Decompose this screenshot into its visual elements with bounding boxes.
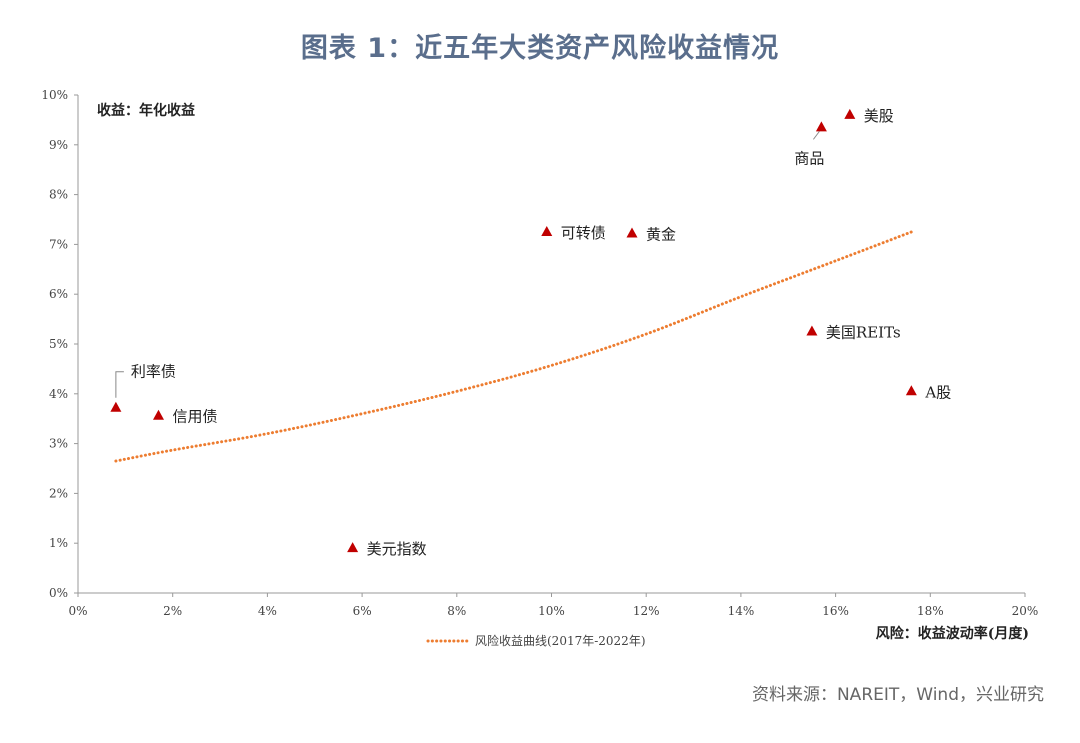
point-marker — [806, 325, 818, 336]
label-leader-line — [812, 131, 820, 140]
source-note: 资料来源：NAREIT，Wind，兴业研究 — [751, 685, 1044, 705]
point-label: 美股 — [864, 107, 894, 125]
x-tick-label: 8% — [447, 604, 466, 618]
chart-axes: 0% 1% 2% 3% 4% 5% 6% 7% 8% 9% 10% 0% 2% 4% 6% 8% 10% 12% 1… — [41, 88, 1038, 618]
y-tick-label: 3% — [49, 437, 68, 451]
x-tick-label: 14% — [728, 604, 755, 618]
chart-title: 图表 1：近五年大类资产风险收益情况 — [300, 33, 780, 64]
y-tick-label: 10% — [41, 88, 68, 102]
y-tick-label: 4% — [49, 387, 68, 401]
x-tick-label: 4% — [258, 604, 277, 618]
risk-return-curve — [114, 230, 913, 463]
asset-points-layer — [110, 108, 917, 553]
point-marker — [815, 121, 827, 132]
x-tick-label: 20% — [1012, 604, 1039, 618]
y-tick-label: 9% — [49, 138, 68, 152]
point-label: 美元指数 — [367, 540, 427, 558]
x-tick-label: 16% — [822, 604, 849, 618]
y-tick-label: 5% — [49, 337, 68, 351]
x-tick-label: 12% — [633, 604, 660, 618]
y-tick-label: 1% — [49, 536, 68, 550]
x-tick-label: 2% — [163, 604, 182, 618]
point-label: 美国REITs — [826, 324, 901, 342]
x-tick-label: 10% — [538, 604, 565, 618]
point-label: 可转债 — [561, 224, 606, 242]
point-marker — [905, 385, 917, 396]
x-tick-label: 18% — [917, 604, 944, 618]
label-leader-line — [115, 371, 124, 398]
y-tick-label: 2% — [49, 486, 68, 500]
risk-return-curve-layer — [114, 230, 913, 463]
point-marker — [626, 227, 638, 238]
point-label: A股 — [924, 383, 951, 401]
point-label: 黄金 — [646, 225, 676, 243]
x-axis-title: 风险：收益波动率(月度) — [876, 625, 1029, 642]
legend-label: 风险收益曲线(2017年-2022年) — [475, 633, 646, 648]
y-tick-label: 7% — [49, 237, 68, 251]
y-tick-label: 8% — [49, 188, 68, 202]
point-marker — [844, 108, 856, 119]
point-marker — [347, 542, 359, 553]
x-tick-label: 0% — [68, 604, 87, 618]
point-label: 商品 — [794, 149, 824, 167]
point-marker — [152, 409, 164, 420]
point-marker — [110, 401, 122, 412]
y-axis-title: 收益：年化收益 — [97, 102, 195, 119]
x-tick-label: 6% — [353, 604, 372, 618]
y-tick-label: 6% — [49, 287, 68, 301]
y-tick-label: 0% — [49, 586, 68, 600]
point-marker — [541, 225, 553, 236]
point-label: 信用债 — [172, 408, 217, 426]
point-label: 利率债 — [131, 363, 176, 381]
